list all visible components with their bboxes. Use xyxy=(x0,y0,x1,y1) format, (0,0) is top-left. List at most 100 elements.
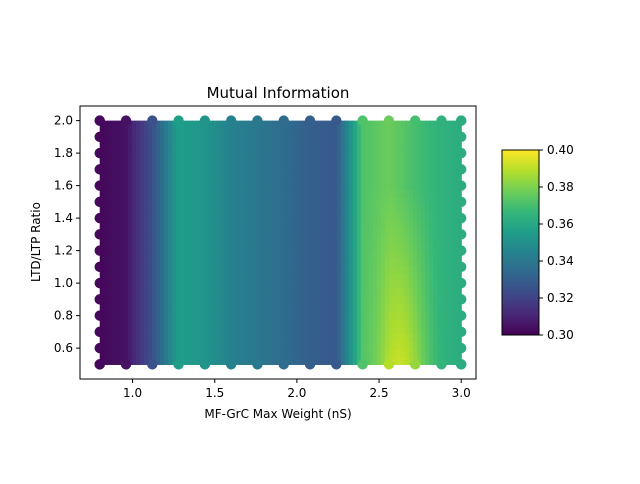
heatmap-cell xyxy=(304,341,310,350)
heatmap-cell xyxy=(256,280,261,289)
heatmap-cell xyxy=(441,242,446,251)
heatmap-cell xyxy=(433,234,438,244)
heatmap-cell xyxy=(224,272,229,282)
heatmap-cell xyxy=(119,204,125,213)
heatmap-cell xyxy=(168,143,173,152)
heatmap-cell xyxy=(220,196,225,206)
heatmap-cell xyxy=(384,143,390,152)
heatmap-cell xyxy=(264,349,270,358)
heatmap-cell xyxy=(139,135,145,145)
heatmap-cell xyxy=(376,189,382,198)
heatmap-cell xyxy=(168,257,173,266)
heatmap-cell xyxy=(163,295,169,305)
heatmap-cell xyxy=(280,234,286,244)
heatmap-cell xyxy=(308,288,314,297)
heatmap-cell xyxy=(449,356,454,365)
heatmap-cell xyxy=(433,135,438,145)
scatter-markers xyxy=(94,115,467,370)
heatmap-cell xyxy=(139,166,145,175)
heatmap-cell xyxy=(332,242,338,251)
heatmap-cell xyxy=(127,196,133,206)
heatmap-cell xyxy=(376,250,382,259)
heatmap-cell xyxy=(380,257,386,266)
heatmap-cell xyxy=(429,219,434,228)
heatmap-cell xyxy=(188,135,193,145)
heatmap-cell xyxy=(204,143,209,152)
heatmap-cell xyxy=(300,120,306,129)
scatter-point xyxy=(278,115,289,126)
colorbar-tick-label: 0.34 xyxy=(547,254,574,268)
heatmap-cell xyxy=(139,311,145,320)
heatmap-cell xyxy=(232,158,237,167)
heatmap-cell xyxy=(131,135,137,145)
heatmap-cell xyxy=(228,272,233,282)
heatmap-cell xyxy=(135,204,141,213)
heatmap-cell xyxy=(392,333,398,343)
heatmap-cell xyxy=(368,288,374,297)
heatmap-cell xyxy=(192,173,197,183)
heatmap-cell xyxy=(445,120,450,129)
heatmap-cell xyxy=(408,173,414,183)
heatmap-cell xyxy=(107,265,113,274)
heatmap-cell xyxy=(433,250,438,259)
heatmap-cell xyxy=(135,189,141,198)
heatmap-cell xyxy=(445,151,450,160)
heatmap-cell xyxy=(260,128,265,137)
heatmap-cell xyxy=(99,318,105,327)
scatter-point xyxy=(456,229,467,240)
heatmap-cell xyxy=(184,166,189,175)
heatmap-cell xyxy=(380,311,386,320)
heatmap-cell xyxy=(396,212,402,221)
heatmap-cell xyxy=(127,349,133,358)
heatmap-cell xyxy=(441,181,446,190)
heatmap-cell xyxy=(159,265,165,274)
heatmap-cell xyxy=(155,288,161,297)
heatmap-cell xyxy=(168,272,173,282)
heatmap-cell xyxy=(103,295,109,305)
heatmap-cell xyxy=(308,158,314,167)
heatmap-cell xyxy=(107,288,113,297)
heatmap-cell xyxy=(324,173,330,183)
heatmap-cell xyxy=(292,272,298,282)
heatmap-cell xyxy=(208,143,213,152)
heatmap-cell xyxy=(123,311,129,320)
heatmap-cell xyxy=(429,295,434,305)
heatmap-cell xyxy=(139,341,145,350)
heatmap-cell xyxy=(180,151,185,160)
heatmap-cell xyxy=(232,333,237,343)
heatmap-cell xyxy=(417,333,422,343)
heatmap-cell xyxy=(413,158,418,167)
heatmap-cell xyxy=(453,288,458,297)
heatmap-cell xyxy=(224,356,229,365)
heatmap-cell xyxy=(348,181,354,190)
heatmap-cell xyxy=(107,120,113,129)
heatmap-cell xyxy=(176,212,181,221)
heatmap-cell xyxy=(413,151,418,160)
heatmap-cell xyxy=(107,181,113,190)
heatmap-cell xyxy=(123,204,129,213)
heatmap-cell xyxy=(292,257,298,266)
heatmap-cell xyxy=(115,128,121,137)
heatmap-cell xyxy=(232,295,237,305)
heatmap-cell xyxy=(103,227,109,236)
heatmap-cell xyxy=(176,227,181,236)
scatter-point xyxy=(94,326,105,338)
heatmap-cell xyxy=(388,227,394,236)
heatmap-cell xyxy=(348,318,354,327)
heatmap-cell xyxy=(413,219,418,228)
heatmap-cell xyxy=(103,242,109,251)
heatmap-cell xyxy=(408,311,414,320)
scatter-point xyxy=(278,359,289,370)
heatmap-cell xyxy=(168,128,173,137)
heatmap-cell xyxy=(212,341,217,350)
heatmap-cell xyxy=(312,151,318,160)
heatmap-cell xyxy=(328,128,334,137)
heatmap-cell xyxy=(280,212,286,221)
heatmap-cell xyxy=(103,204,109,213)
heatmap-cell xyxy=(425,311,430,320)
heatmap-cell xyxy=(264,227,270,236)
heatmap-cell xyxy=(147,181,153,190)
heatmap-cell xyxy=(240,234,245,244)
heatmap-cell xyxy=(180,349,185,358)
heatmap-cell xyxy=(380,295,386,305)
